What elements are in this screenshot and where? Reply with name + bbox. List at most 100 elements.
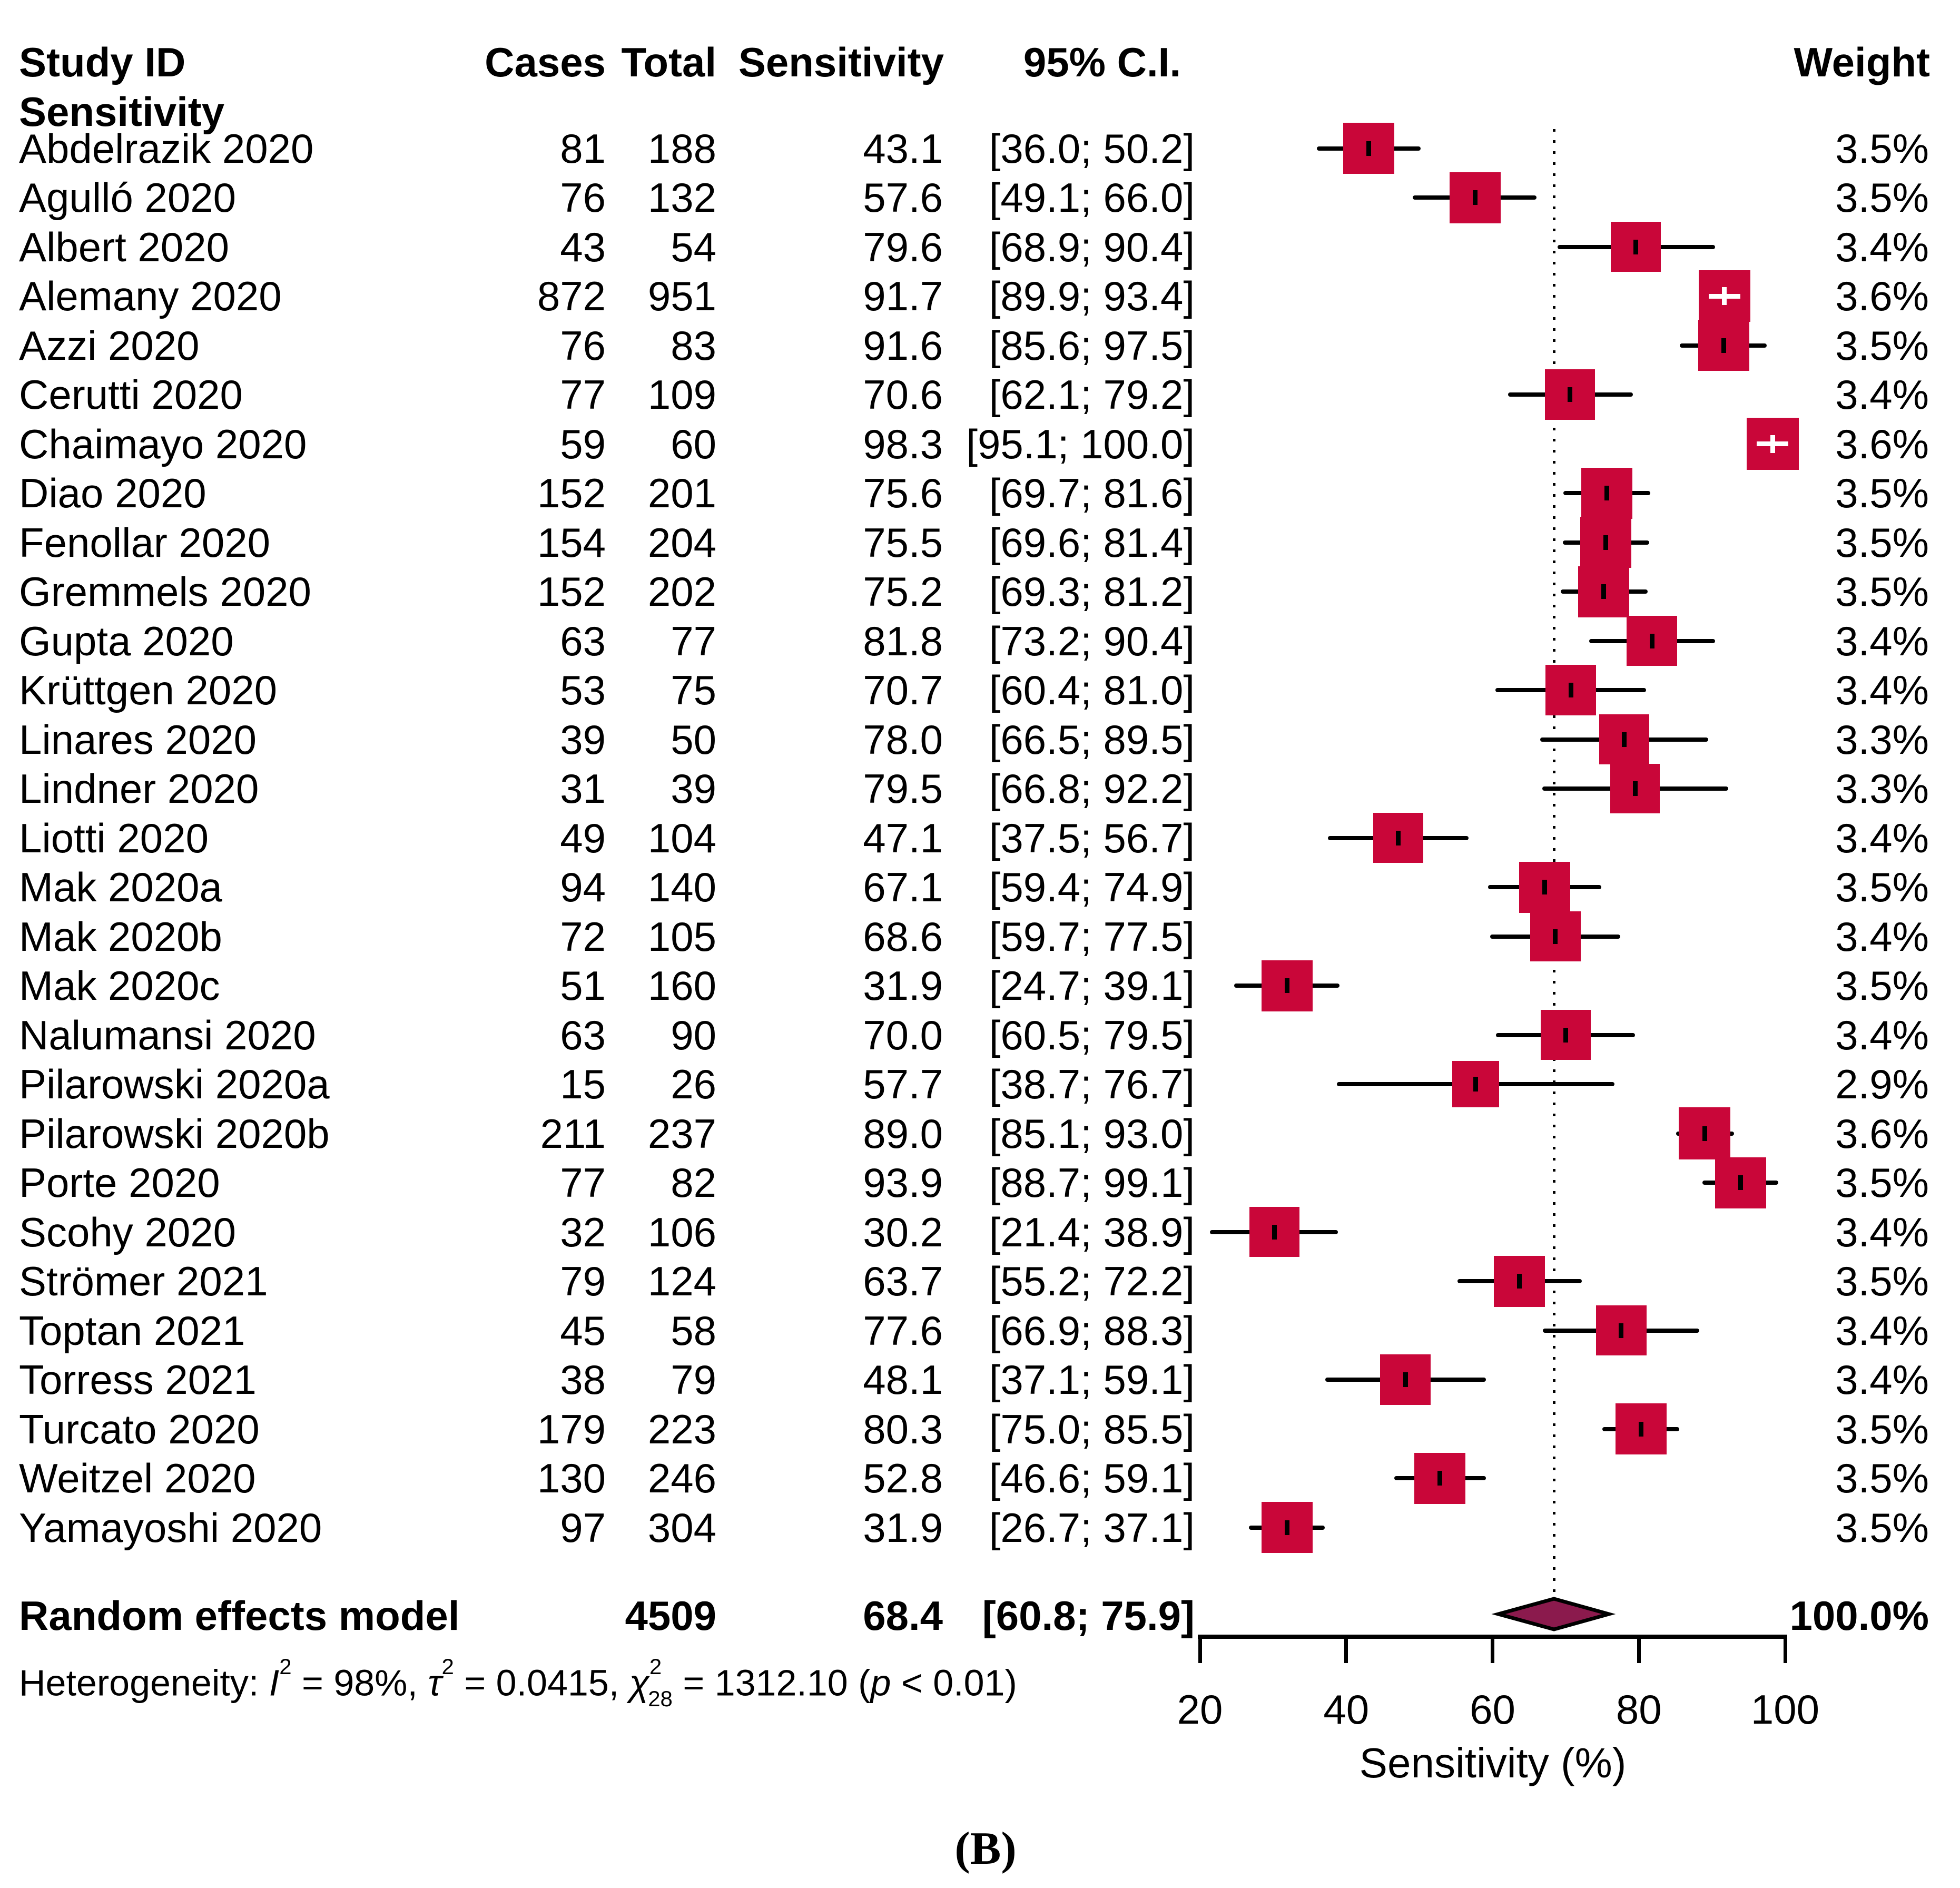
weight-value: 3.4% bbox=[1835, 1011, 1929, 1058]
ci-value: [88.7; 99.1] bbox=[989, 1159, 1195, 1206]
ci-value: [69.7; 81.6] bbox=[989, 470, 1195, 516]
sensitivity-value: 57.6 bbox=[863, 174, 943, 221]
sensitivity-value: 70.7 bbox=[863, 667, 943, 713]
total-value: 83 bbox=[671, 322, 716, 369]
point-marker bbox=[1619, 1323, 1624, 1338]
study-name: Liotti 2020 bbox=[19, 814, 209, 861]
sensitivity-value: 75.2 bbox=[863, 568, 943, 615]
ci-value: [38.7; 76.7] bbox=[989, 1061, 1195, 1107]
cases-value: 63 bbox=[560, 1011, 606, 1058]
sensitivity-value: 70.0 bbox=[863, 1011, 943, 1058]
heterogeneity-segment: = 0.0415, bbox=[454, 1662, 629, 1704]
cases-value: 872 bbox=[537, 273, 606, 319]
study-name: Mak 2020a bbox=[19, 864, 222, 910]
point-marker bbox=[1395, 830, 1401, 845]
weight-value: 3.5% bbox=[1835, 1455, 1929, 1501]
point-marker bbox=[1272, 1224, 1277, 1240]
study-name: Nalumansi 2020 bbox=[19, 1011, 316, 1058]
x-axis-tick-label: 20 bbox=[1177, 1686, 1223, 1733]
study-name: Mak 2020b bbox=[19, 913, 222, 960]
cases-value: 97 bbox=[560, 1504, 606, 1551]
weight-value: 3.4% bbox=[1835, 667, 1929, 713]
study-name: Fenollar 2020 bbox=[19, 519, 270, 566]
sensitivity-value: 93.9 bbox=[863, 1159, 943, 1206]
point-marker bbox=[1472, 190, 1478, 205]
ci-value: [89.9; 93.4] bbox=[989, 273, 1195, 319]
x-axis-tick bbox=[1344, 1637, 1348, 1663]
point-marker bbox=[1601, 584, 1607, 599]
cases-value: 76 bbox=[560, 174, 606, 221]
total-value: 60 bbox=[671, 420, 716, 467]
cases-value: 63 bbox=[560, 617, 606, 664]
weight-value: 3.4% bbox=[1835, 371, 1929, 418]
total-value: 104 bbox=[647, 814, 716, 861]
weight-value: 3.3% bbox=[1835, 716, 1929, 763]
weight-value: 3.5% bbox=[1835, 1405, 1929, 1452]
heterogeneity-segment: = 98%, bbox=[291, 1662, 428, 1704]
ci-value: [24.7; 39.1] bbox=[989, 962, 1195, 1009]
point-marker bbox=[1638, 1421, 1643, 1437]
point-marker bbox=[1603, 535, 1609, 550]
point-marker bbox=[1542, 880, 1547, 894]
weight-value: 3.6% bbox=[1835, 1110, 1929, 1157]
ci-value: [37.1; 59.1] bbox=[989, 1356, 1195, 1403]
point-marker bbox=[1553, 929, 1558, 944]
summary-estimate: 68.4 bbox=[863, 1592, 943, 1639]
ci-value: [37.5; 56.7] bbox=[989, 814, 1195, 861]
x-axis-tick-label: 80 bbox=[1616, 1686, 1662, 1733]
cases-value: 130 bbox=[537, 1455, 606, 1501]
ci-value: [26.7; 37.1] bbox=[989, 1504, 1195, 1551]
cases-value: 72 bbox=[560, 913, 606, 960]
weight-value: 2.9% bbox=[1835, 1061, 1929, 1107]
ci-value: [21.4; 38.9] bbox=[989, 1208, 1195, 1255]
sensitivity-value: 79.5 bbox=[863, 765, 943, 812]
column-header-cases: Cases bbox=[485, 39, 606, 85]
ci-value: [55.2; 72.2] bbox=[989, 1258, 1195, 1304]
cases-value: 81 bbox=[560, 125, 606, 172]
ci-value: [68.9; 90.4] bbox=[989, 223, 1195, 270]
point-marker bbox=[1770, 435, 1775, 453]
weight-value: 3.5% bbox=[1835, 519, 1929, 566]
total-value: 26 bbox=[671, 1061, 716, 1107]
point-marker bbox=[1366, 141, 1372, 156]
cases-value: 45 bbox=[560, 1307, 606, 1354]
weight-value: 3.4% bbox=[1835, 617, 1929, 664]
sensitivity-value: 89.0 bbox=[863, 1110, 943, 1157]
summary-diamond bbox=[1485, 1594, 1633, 1636]
sensitivity-value: 77.6 bbox=[863, 1307, 943, 1354]
panel-label: (B) bbox=[954, 1823, 1017, 1874]
study-name: Pilarowski 2020a bbox=[19, 1061, 330, 1107]
point-marker bbox=[1284, 978, 1289, 993]
total-value: 75 bbox=[671, 667, 716, 713]
ci-value: [60.4; 81.0] bbox=[989, 667, 1195, 713]
ci-value: [66.9; 88.3] bbox=[989, 1307, 1195, 1354]
point-marker bbox=[1604, 486, 1609, 500]
sensitivity-value: 70.6 bbox=[863, 371, 943, 418]
cases-value: 179 bbox=[537, 1405, 606, 1452]
x-axis-tick-label: 60 bbox=[1470, 1686, 1515, 1733]
sensitivity-value: 63.7 bbox=[863, 1258, 943, 1304]
study-name: Albert 2020 bbox=[19, 223, 229, 270]
study-name: Agulló 2020 bbox=[19, 174, 237, 221]
column-header-weight: Weight bbox=[1794, 39, 1930, 85]
sensitivity-value: 47.1 bbox=[863, 814, 943, 861]
point-marker bbox=[1738, 1175, 1743, 1190]
cases-value: 53 bbox=[560, 667, 606, 713]
total-value: 140 bbox=[647, 864, 716, 910]
point-marker bbox=[1437, 1471, 1442, 1486]
sensitivity-value: 80.3 bbox=[863, 1405, 943, 1452]
column-header-study-id: Study ID bbox=[19, 39, 186, 85]
heterogeneity-segment: 2 bbox=[441, 1654, 454, 1679]
weight-value: 3.4% bbox=[1835, 1208, 1929, 1255]
weight-value: 3.4% bbox=[1835, 1356, 1929, 1403]
ci-value: [69.3; 81.2] bbox=[989, 568, 1195, 615]
cases-value: 77 bbox=[560, 371, 606, 418]
study-name: Toptan 2021 bbox=[19, 1307, 245, 1354]
point-marker bbox=[1702, 1126, 1707, 1141]
sensitivity-value: 31.9 bbox=[863, 1504, 943, 1551]
point-marker bbox=[1473, 1077, 1479, 1092]
x-axis-tick-label: 100 bbox=[1750, 1686, 1820, 1733]
x-axis-title: Sensitivity (%) bbox=[1359, 1739, 1627, 1786]
total-value: 82 bbox=[671, 1159, 716, 1206]
study-name: Azzi 2020 bbox=[19, 322, 200, 369]
